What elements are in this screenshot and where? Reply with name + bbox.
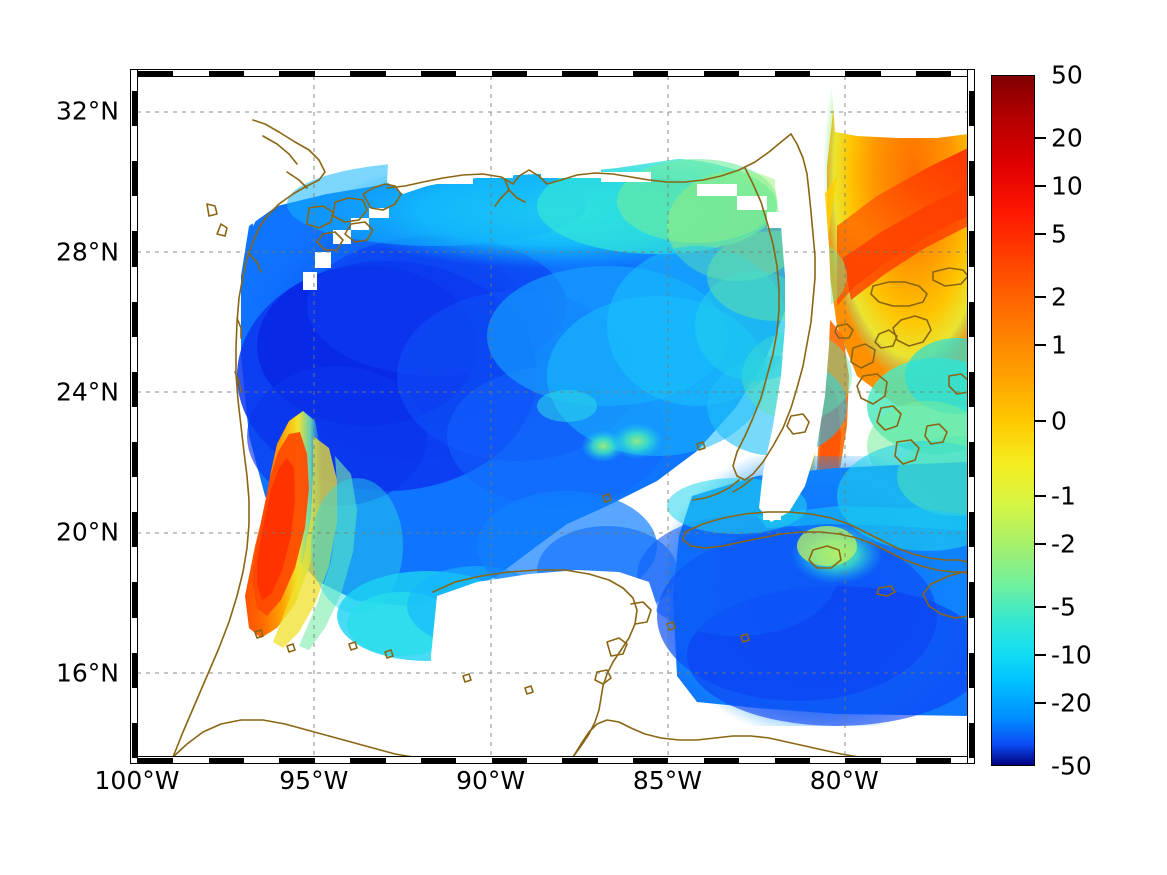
x-tick-label-2: 90°W (456, 766, 526, 795)
y-tick-label-1: 28°N (55, 237, 119, 266)
frame-checker-block (915, 71, 952, 77)
x-tick-label-3: 85°W (632, 766, 702, 795)
x-tick-label-4: 80°W (809, 766, 879, 795)
frame-checker-block (491, 758, 527, 764)
map-axes[interactable] (137, 76, 968, 757)
colorbar-tick-label-2: 10 (1051, 171, 1083, 201)
colorbar-tick-label-0: 50 (1051, 60, 1083, 90)
frame-checker-block (969, 722, 975, 758)
frame-checker-block (132, 582, 138, 618)
frame-checker-block (132, 722, 138, 758)
frame-checker-block (845, 758, 881, 764)
frame-checker-block (132, 301, 138, 337)
ocean-data-field (137, 76, 968, 757)
frame-checker-block (969, 161, 975, 197)
colorbar-tick-label-1: 20 (1051, 123, 1083, 153)
frame-checker-block (491, 71, 527, 77)
y-tick-label-4: 16°N (55, 658, 119, 688)
colorbar-tick-label-4: 2 (1051, 282, 1067, 312)
colorbar[interactable]: 50 20 10 5 2 1 0 -1 -2 -5 -10 -20 -50 (991, 61, 1092, 781)
frame-checker-block (132, 161, 138, 197)
colorbar-tick-label-8: -2 (1051, 529, 1076, 559)
map-frame-left (130, 69, 138, 764)
colorbar-tick-mark-3 (1035, 233, 1046, 236)
frame-checker-block (420, 758, 457, 764)
frame-checker-block (562, 758, 598, 764)
colorbar-tick-mark-6 (1035, 419, 1046, 422)
coastline-layer (172, 119, 968, 757)
frame-checker-block (279, 758, 315, 764)
colorbar-tick-mark-8 (1035, 542, 1046, 545)
colorbar-tick-mark-7 (1035, 494, 1046, 497)
colorbar-tick-mark-4 (1035, 296, 1046, 299)
frame-checker-block (208, 71, 245, 77)
frame-checker-block (138, 758, 174, 764)
frame-checker-block (132, 371, 138, 407)
frame-checker-block (969, 371, 975, 407)
frame-checker-block (969, 442, 975, 478)
frame-checker-block (969, 512, 975, 548)
frame-checker-block (562, 71, 598, 77)
frame-checker-block (633, 758, 669, 764)
frame-checker-block (132, 652, 138, 688)
frame-checker-block (703, 758, 740, 764)
frame-checker-block (703, 71, 740, 77)
map-canvas (137, 76, 968, 757)
map-frame-bottom (130, 756, 975, 764)
frame-checker-block (132, 231, 138, 267)
colorbar-gradient (991, 75, 1035, 766)
y-tick-label-2: 24°N (55, 377, 119, 407)
frame-checker-block (279, 71, 315, 77)
frame-checker-block (969, 301, 975, 337)
y-tick-label-0: 32°N (55, 96, 119, 126)
colorbar-tick-label-11: -20 (1051, 688, 1092, 718)
colorbar-tick-mark-11 (1035, 701, 1046, 704)
colorbar-tick-mark-1 (1035, 137, 1046, 140)
colorbar-tick-label-9: -5 (1051, 592, 1076, 622)
colorbar-tick-label-5: 1 (1051, 330, 1067, 360)
frame-checker-block (132, 512, 138, 548)
colorbar-tick-label-12: -50 (1051, 751, 1092, 781)
x-tick-label-1: 95°W (279, 766, 349, 795)
frame-checker-block (969, 91, 975, 127)
y-tick-label-3: 20°N (55, 517, 119, 547)
frame-checker-block (774, 71, 810, 77)
frame-checker-block (138, 71, 174, 77)
frame-checker-block (132, 442, 138, 478)
frame-checker-block (208, 758, 245, 764)
frame-checker-block (969, 652, 975, 688)
colorbar-tick-mark-9 (1035, 605, 1046, 608)
frame-checker-block (774, 758, 810, 764)
frame-checker-block (915, 758, 952, 764)
frame-checker-block (350, 758, 386, 764)
colorbar-tick-label-10: -10 (1051, 640, 1092, 670)
x-tick-label-0: 100°W (94, 766, 180, 795)
frame-checker-block (969, 231, 975, 267)
colorbar-tick-mark-10 (1035, 653, 1046, 656)
frame-checker-block (845, 71, 881, 77)
frame-checker-block (350, 71, 386, 77)
colorbar-tick-mark-2 (1035, 185, 1046, 188)
colorbar-tick-mark-5 (1035, 344, 1046, 347)
colorbar-tick-label-3: 5 (1051, 219, 1067, 249)
colorbar-tick-label-6: 0 (1051, 406, 1067, 435)
frame-checker-block (420, 71, 457, 77)
map-frame-top (130, 69, 975, 77)
frame-checker-block (132, 91, 138, 127)
frame-checker-block (633, 71, 669, 77)
colorbar-tick-label-7: -1 (1051, 481, 1076, 511)
frame-checker-block (969, 582, 975, 618)
map-frame-right (967, 69, 975, 764)
